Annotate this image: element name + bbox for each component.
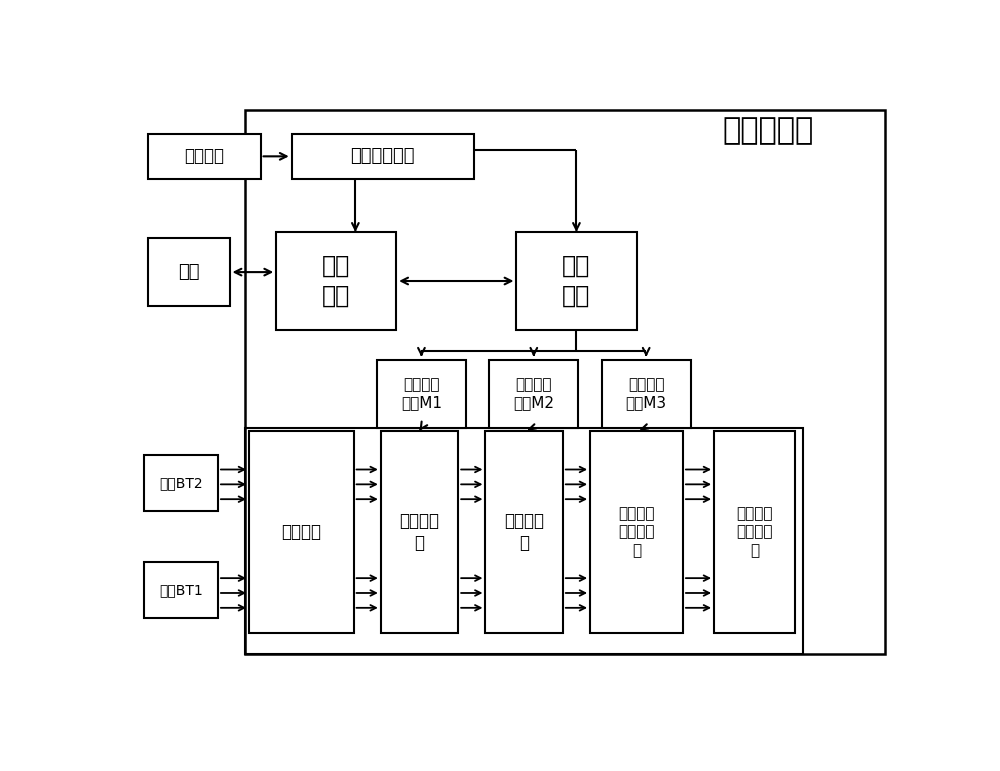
Bar [245, 428, 803, 654]
Text: 电脑: 电脑 [178, 263, 200, 281]
Bar [148, 238, 230, 306]
Text: 短路继电
器: 短路继电 器 [504, 512, 544, 552]
Text: 主控
制器: 主控 制器 [562, 254, 591, 308]
Bar [148, 134, 261, 179]
Bar [381, 431, 458, 633]
Bar [602, 359, 691, 428]
Text: 电源转换电路: 电源转换电路 [350, 147, 415, 165]
Bar [377, 359, 466, 428]
Bar [516, 232, 637, 330]
Text: 开路继电
器: 开路继电 器 [400, 512, 440, 552]
Bar [245, 110, 885, 654]
Text: 电池BT2: 电池BT2 [159, 476, 203, 490]
Text: 电池BT1: 电池BT1 [159, 583, 203, 597]
Text: 继电器驱
动器M3: 继电器驱 动器M3 [626, 377, 667, 411]
Bar [249, 431, 354, 633]
Bar [489, 359, 578, 428]
Text: 通讯
模块: 通讯 模块 [322, 254, 350, 308]
Bar [485, 431, 563, 633]
Bar [276, 232, 396, 330]
Bar [292, 134, 474, 179]
Text: 故障模拟
器输入端
子: 故障模拟 器输入端 子 [736, 506, 773, 558]
Text: 电源输入: 电源输入 [184, 147, 224, 165]
Text: 继电器驱
动器M1: 继电器驱 动器M1 [401, 377, 442, 411]
Text: 输入端子: 输入端子 [281, 523, 321, 540]
Text: 远端反馈
控制继电
器: 远端反馈 控制继电 器 [618, 506, 655, 558]
Bar [144, 561, 218, 618]
Text: 继电器驱
动器M2: 继电器驱 动器M2 [513, 377, 554, 411]
Bar [590, 431, 683, 633]
Bar [714, 431, 795, 633]
Text: 故障模拟器: 故障模拟器 [723, 116, 814, 146]
Bar [144, 455, 218, 511]
